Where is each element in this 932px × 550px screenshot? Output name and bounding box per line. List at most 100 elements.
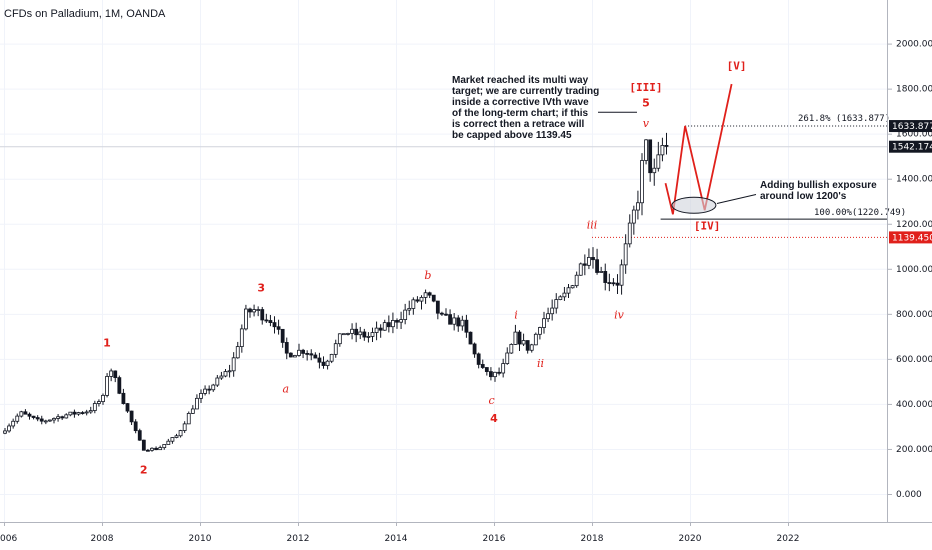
candle-body: [60, 416, 65, 419]
candle-body: [603, 271, 608, 283]
annotation-2-pointer: [716, 193, 757, 204]
wave-label: [III]: [629, 81, 662, 94]
candle-body: [472, 343, 477, 355]
candle-body: [260, 309, 265, 321]
candle-body: [464, 319, 469, 333]
candle-body: [640, 160, 644, 204]
price-badges: 1633.877 1542.174 1139.450: [889, 120, 932, 244]
candle-body: [158, 447, 163, 451]
candle-body: [533, 333, 538, 346]
candle-body: [542, 318, 546, 328]
candle-body: [133, 421, 138, 432]
wave-label: ii: [537, 357, 544, 370]
candle-body: [648, 139, 653, 174]
candle-body: [497, 371, 501, 374]
x-tick-label: 2016: [483, 534, 506, 544]
candle-body: [337, 333, 342, 345]
candle-body: [23, 411, 28, 415]
annotation-1-line: Market reached its multi way: [452, 75, 589, 86]
candle-body: [64, 414, 69, 419]
candle-body: [178, 430, 183, 437]
candle-body: [358, 331, 363, 336]
candle-body: [664, 145, 669, 147]
candle-body: [623, 243, 628, 266]
candle-body: [329, 353, 334, 362]
fib-100-label: 100.00%(1220.749): [814, 208, 906, 218]
annotation-2-line: around low 1200's: [760, 191, 847, 202]
candle-body: [611, 282, 616, 285]
chart-title: CFDs on Palladium, 1M, OANDA: [4, 8, 166, 20]
candle-body: [56, 416, 60, 419]
candle-body: [150, 447, 154, 451]
candle-body: [97, 401, 101, 404]
candle-body: [595, 259, 599, 273]
candle-body: [211, 384, 216, 391]
candle-body: [31, 415, 36, 418]
y-tick-label: 1200.000: [896, 220, 932, 230]
candle-body: [619, 264, 624, 286]
time-axis[interactable]: 006 2008 2010 2012 2014 2016 2018 2020 2022: [0, 522, 799, 544]
candle-body: [652, 167, 657, 174]
candle-body: [43, 420, 48, 423]
y-tick-label: 1800.000: [896, 85, 932, 95]
candle-body: [301, 349, 305, 354]
candle-body: [395, 320, 399, 323]
candle-body: [223, 371, 228, 377]
candle-body: [374, 327, 379, 333]
candle-body: [391, 320, 395, 328]
y-tick-label: 800.000: [896, 310, 932, 320]
candle-body: [587, 257, 591, 266]
annotation-1-line: of the long-term chart; if this: [452, 108, 589, 119]
candle-body: [399, 319, 403, 323]
y-tick-label: 600.000: [896, 355, 932, 365]
candle-body: [578, 263, 583, 276]
price-badge-label: 1542.174: [892, 143, 932, 153]
candle-body: [591, 257, 595, 261]
candle-body: [448, 314, 452, 325]
candle-body: [386, 322, 391, 328]
candle-body: [354, 328, 359, 336]
candle-body: [403, 309, 408, 320]
candle-body: [382, 322, 387, 331]
target-zone-ellipse: [671, 196, 717, 214]
candle-body: [517, 331, 522, 345]
wave-label: 3: [257, 281, 265, 294]
candle-body: [195, 397, 199, 410]
candle-body: [317, 357, 322, 363]
candle-body: [125, 403, 130, 412]
candle-body: [68, 411, 73, 416]
candle-body: [235, 346, 240, 359]
candle-body: [493, 371, 497, 378]
candle-body: [321, 361, 326, 366]
candle-body: [117, 377, 122, 394]
annotation-1-line: is correct then a retrace will: [452, 119, 585, 130]
x-tick-label: 2010: [189, 534, 212, 544]
price-axis[interactable]: 2000.000 1800.000 1600.000 1400.000 1200.000…: [888, 40, 932, 500]
candle-body: [550, 307, 555, 315]
candle-body: [276, 326, 281, 330]
candle-body: [256, 309, 261, 311]
candle-body: [476, 353, 481, 365]
x-tick-label: 2012: [287, 534, 310, 544]
x-tick-label: 2008: [91, 534, 114, 544]
candle-body: [288, 352, 293, 358]
candle-body: [252, 309, 256, 313]
candle-body: [72, 411, 77, 415]
candle-body: [350, 328, 354, 334]
annotation-2-line: Adding bullish exposure: [760, 180, 877, 191]
wave-label: i: [514, 308, 518, 321]
candle-body: [101, 394, 105, 402]
price-badge-bg: [889, 140, 932, 153]
candle-body: [182, 423, 187, 431]
y-tick-label: 1000.000: [896, 265, 932, 275]
candle-body: [248, 308, 252, 313]
wave-label: [IV]: [694, 219, 721, 232]
candle-body: [631, 209, 636, 224]
candle-body: [174, 435, 179, 438]
candle-body: [109, 370, 114, 377]
projection-line: [664, 83, 733, 215]
candle-body: [166, 440, 171, 445]
candle-body: [452, 317, 457, 325]
